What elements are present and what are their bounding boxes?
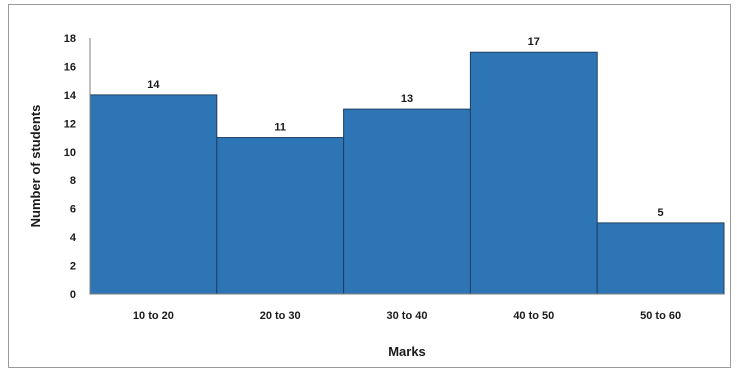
y-tick-label: 2 xyxy=(70,261,76,273)
data-label-20-to-30: 11 xyxy=(274,122,286,134)
bar-40-to-50 xyxy=(469,51,598,295)
bar-30-to-40 xyxy=(343,108,471,295)
data-label-10-to-20: 14 xyxy=(147,79,160,91)
y-tick-label: 16 xyxy=(64,61,76,73)
bar-20-to-30 xyxy=(216,137,345,295)
y-tick-label: 10 xyxy=(64,147,76,159)
data-label-40-to-50: 17 xyxy=(528,36,540,48)
y-tick-label: 8 xyxy=(70,175,76,187)
y-tick-label: 4 xyxy=(70,232,77,244)
y-tick-label: 12 xyxy=(64,118,76,130)
y-tick-label: 0 xyxy=(70,289,76,301)
bar-10-to-20 xyxy=(89,94,218,295)
y-axis-title: Number of students xyxy=(28,105,43,228)
bar-50-to-60 xyxy=(596,222,725,295)
y-tick-label: 18 xyxy=(64,33,76,45)
y-tick-label: 14 xyxy=(64,90,77,102)
x-tick-labels-group: 10 to 20 20 to 30 30 to 40 40 to 50 50 to 60 xyxy=(133,310,681,322)
data-label-50-to-60: 5 xyxy=(658,207,664,219)
x-tick-label: 40 to 50 xyxy=(513,310,554,322)
x-axis-title: Marks xyxy=(388,344,426,359)
x-tick-label: 50 to 60 xyxy=(640,310,681,322)
data-labels-group: 14 11 13 17 5 xyxy=(147,36,663,219)
y-tick-labels-group: 0 2 4 6 8 10 12 14 16 18 xyxy=(64,33,77,301)
data-label-30-to-40: 13 xyxy=(401,93,413,105)
x-tick-label: 20 to 30 xyxy=(260,310,301,322)
bars-group xyxy=(89,51,725,295)
x-tick-label: 10 to 20 xyxy=(133,310,174,322)
x-tick-label: 30 to 40 xyxy=(387,310,428,322)
y-tick-label: 6 xyxy=(70,204,76,216)
